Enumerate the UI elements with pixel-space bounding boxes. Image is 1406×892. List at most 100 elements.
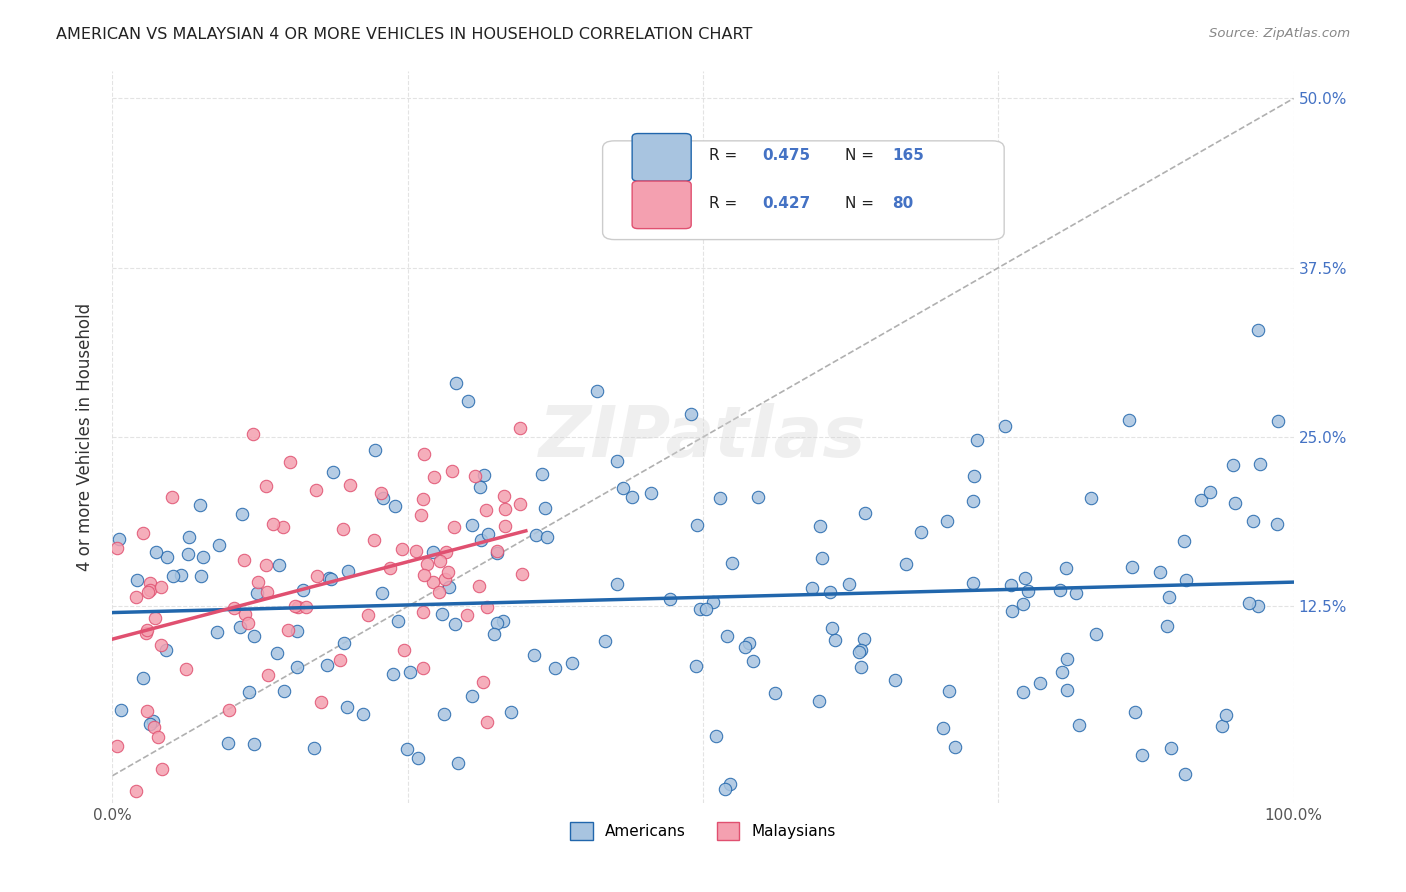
- Malaysians: [136, 585, 159, 599]
- Malaysians: [329, 653, 352, 667]
- Americans: [544, 661, 567, 675]
- Y-axis label: 4 or more Vehicles in Household: 4 or more Vehicles in Household: [76, 303, 94, 571]
- Malaysians: [391, 542, 413, 557]
- Americans: [943, 739, 966, 754]
- Americans: [336, 700, 359, 714]
- Malaysians: [222, 601, 245, 615]
- Malaysians: [441, 464, 464, 478]
- Americans: [595, 634, 617, 648]
- Americans: [530, 467, 553, 482]
- Americans: [1080, 491, 1102, 505]
- Americans: [1067, 717, 1090, 731]
- Malaysians: [257, 668, 280, 682]
- Text: AMERICAN VS MALAYSIAN 4 OR MORE VEHICLES IN HOUSEHOLD CORRELATION CHART: AMERICAN VS MALAYSIAN 4 OR MORE VEHICLES…: [56, 27, 752, 42]
- Malaysians: [412, 605, 434, 619]
- Malaysians: [422, 469, 444, 483]
- Americans: [716, 629, 738, 643]
- Malaysians: [456, 608, 478, 623]
- Malaysians: [150, 638, 173, 652]
- Malaysians: [284, 599, 307, 613]
- Americans: [337, 564, 360, 578]
- Text: 0.475: 0.475: [762, 148, 810, 163]
- Malaysians: [510, 566, 533, 581]
- Americans: [718, 777, 741, 791]
- Text: 80: 80: [891, 195, 914, 211]
- FancyBboxPatch shape: [633, 134, 692, 181]
- Americans: [492, 614, 515, 628]
- Malaysians: [256, 584, 278, 599]
- Americans: [364, 443, 387, 458]
- Americans: [686, 518, 709, 533]
- Malaysians: [150, 762, 173, 776]
- Americans: [1156, 619, 1178, 633]
- Malaysians: [443, 520, 465, 534]
- Text: R =: R =: [709, 195, 742, 211]
- Malaysians: [305, 483, 328, 497]
- Americans: [896, 557, 918, 571]
- Malaysians: [233, 553, 256, 567]
- Malaysians: [174, 662, 197, 676]
- Americans: [422, 545, 444, 559]
- Americans: [560, 657, 582, 671]
- Americans: [621, 490, 644, 504]
- Malaysians: [287, 600, 309, 615]
- Americans: [446, 756, 468, 770]
- Malaysians: [105, 739, 128, 753]
- Americans: [747, 490, 769, 504]
- Malaysians: [494, 501, 516, 516]
- Americans: [536, 530, 558, 544]
- Text: N =: N =: [845, 148, 879, 163]
- Malaysians: [139, 582, 162, 597]
- Americans: [170, 568, 193, 582]
- Malaysians: [475, 599, 498, 614]
- Americans: [443, 616, 465, 631]
- Americans: [155, 642, 177, 657]
- Americans: [238, 685, 260, 699]
- Americans: [1246, 323, 1268, 337]
- Americans: [319, 573, 342, 587]
- Americans: [176, 547, 198, 561]
- Malaysians: [305, 568, 328, 582]
- Americans: [849, 643, 872, 657]
- Malaysians: [494, 518, 516, 533]
- Americans: [387, 614, 409, 628]
- Americans: [702, 595, 724, 609]
- Malaysians: [246, 574, 269, 589]
- Americans: [659, 592, 682, 607]
- Americans: [963, 468, 986, 483]
- Americans: [267, 558, 290, 573]
- Americans: [242, 737, 264, 751]
- Americans: [273, 684, 295, 698]
- Americans: [461, 518, 484, 533]
- Americans: [1173, 534, 1195, 549]
- Malaysians: [394, 642, 416, 657]
- Malaysians: [413, 446, 436, 460]
- Americans: [1160, 740, 1182, 755]
- Americans: [246, 586, 269, 600]
- Americans: [1001, 604, 1024, 618]
- Americans: [398, 665, 420, 679]
- Americans: [695, 601, 717, 615]
- Americans: [709, 491, 731, 505]
- Malaysians: [437, 566, 460, 580]
- Malaysians: [422, 575, 444, 590]
- Americans: [1121, 559, 1143, 574]
- Americans: [266, 646, 288, 660]
- Americans: [534, 500, 557, 515]
- Malaysians: [433, 572, 456, 586]
- Americans: [1125, 706, 1147, 720]
- Americans: [188, 498, 211, 512]
- Malaysians: [509, 421, 531, 435]
- Text: N =: N =: [845, 195, 879, 211]
- Americans: [1118, 413, 1140, 427]
- Americans: [1014, 572, 1036, 586]
- Americans: [1249, 457, 1271, 471]
- Americans: [1247, 599, 1270, 613]
- Americans: [962, 576, 984, 591]
- Americans: [333, 636, 356, 650]
- Americans: [1265, 516, 1288, 531]
- Americans: [1050, 665, 1073, 680]
- Americans: [125, 573, 148, 587]
- Malaysians: [464, 469, 486, 483]
- Malaysians: [412, 567, 434, 582]
